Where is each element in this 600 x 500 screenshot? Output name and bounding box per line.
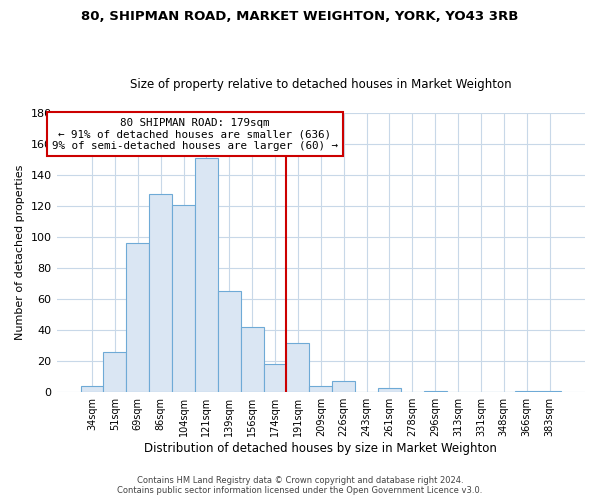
Bar — [515, 390, 538, 392]
Bar — [310, 386, 332, 392]
Bar — [538, 390, 561, 392]
Bar — [424, 390, 446, 392]
Bar — [263, 364, 286, 392]
Text: Contains HM Land Registry data © Crown copyright and database right 2024.
Contai: Contains HM Land Registry data © Crown c… — [118, 476, 482, 495]
Y-axis label: Number of detached properties: Number of detached properties — [15, 165, 25, 340]
Bar — [172, 204, 195, 392]
Bar — [103, 352, 127, 392]
Bar — [149, 194, 172, 392]
Bar — [241, 327, 263, 392]
Bar — [80, 386, 103, 392]
Bar — [127, 244, 149, 392]
Bar — [218, 292, 241, 392]
Bar — [195, 158, 218, 392]
Text: 80 SHIPMAN ROAD: 179sqm
← 91% of detached houses are smaller (636)
9% of semi-de: 80 SHIPMAN ROAD: 179sqm ← 91% of detache… — [52, 118, 338, 151]
Bar — [332, 382, 355, 392]
Bar — [286, 342, 310, 392]
Title: Size of property relative to detached houses in Market Weighton: Size of property relative to detached ho… — [130, 78, 512, 91]
Bar — [378, 388, 401, 392]
X-axis label: Distribution of detached houses by size in Market Weighton: Distribution of detached houses by size … — [145, 442, 497, 455]
Text: 80, SHIPMAN ROAD, MARKET WEIGHTON, YORK, YO43 3RB: 80, SHIPMAN ROAD, MARKET WEIGHTON, YORK,… — [82, 10, 518, 23]
